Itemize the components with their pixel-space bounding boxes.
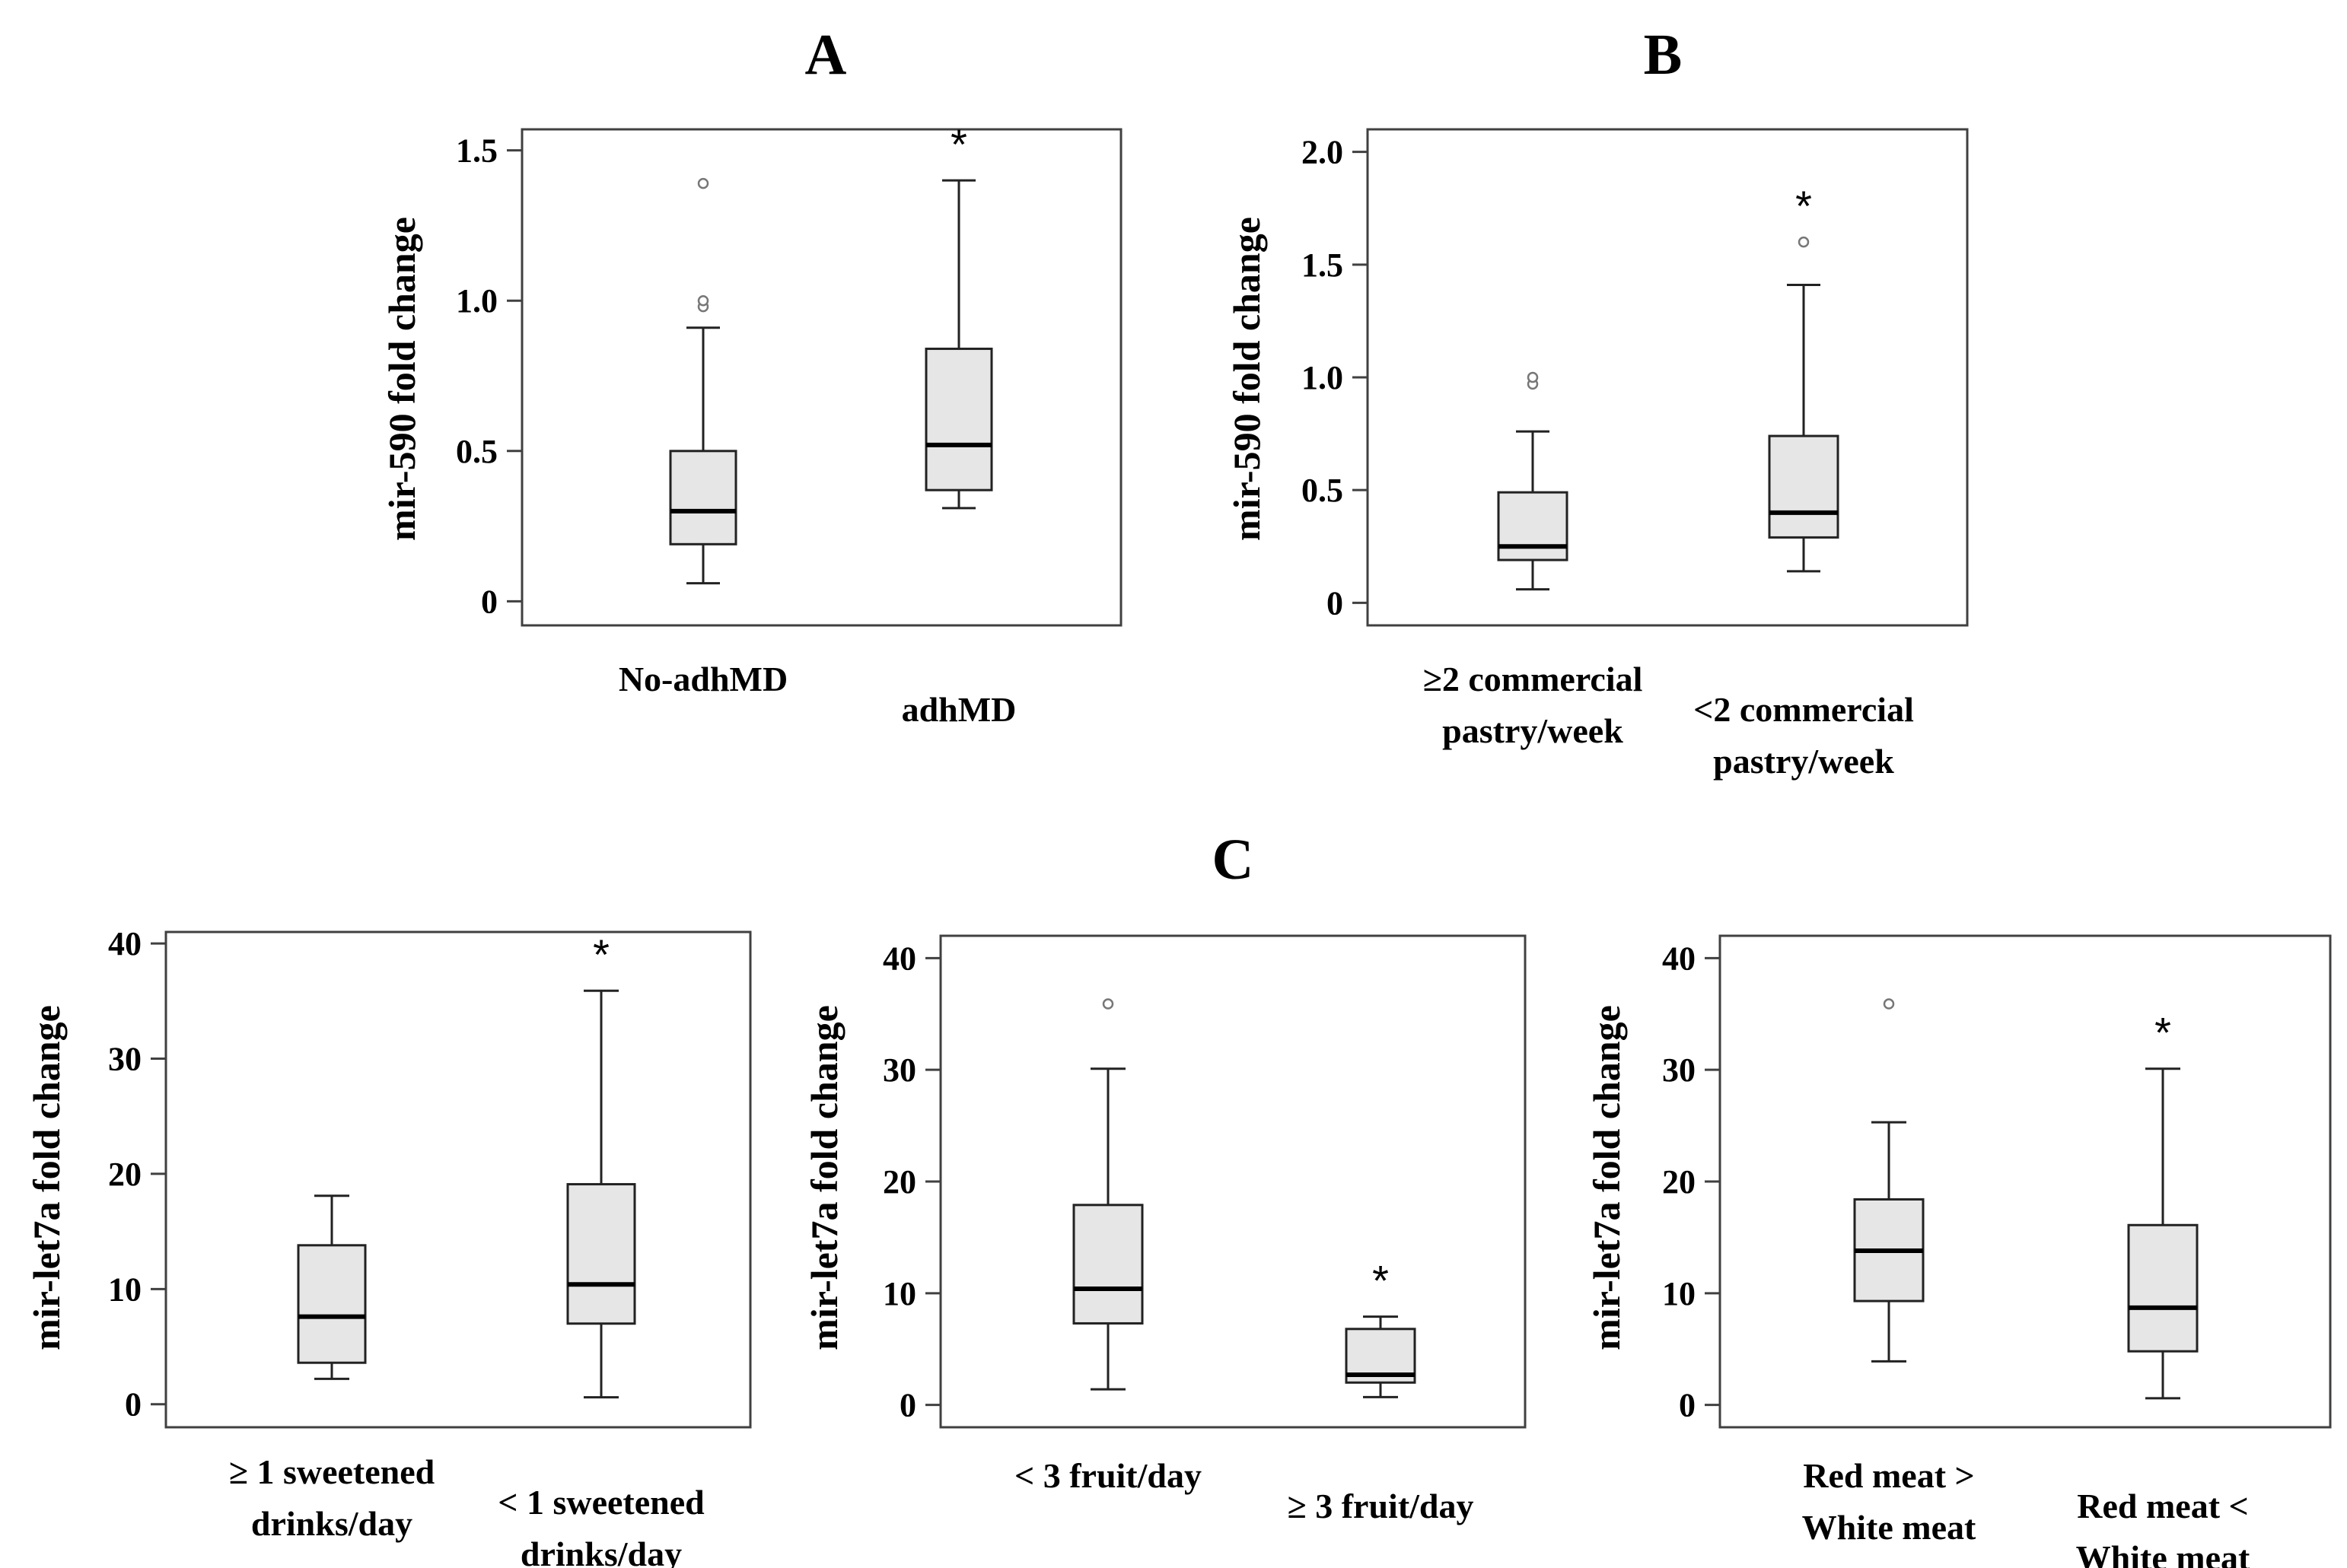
box-group: Red meat > White meat	[1802, 998, 1976, 1547]
category-label: adhMD	[902, 690, 1017, 729]
y-tick-label: 40	[883, 940, 916, 977]
panel-label-b: B	[1644, 23, 1683, 87]
outlier-point	[697, 177, 709, 189]
y-tick-label: 0.5	[1301, 472, 1343, 509]
category-label: White meat	[2076, 1538, 2250, 1568]
y-tick-label: 40	[1662, 940, 1696, 977]
box-iqr	[566, 1183, 636, 1325]
y-tick-label: 10	[108, 1271, 142, 1308]
outlier-point	[1883, 998, 1895, 1010]
y-tick-label: 10	[1662, 1275, 1696, 1312]
category-label: < 1 sweetened	[498, 1483, 705, 1522]
y-axis-label: mir-let7a fold change	[25, 1005, 68, 1350]
box-group: ≥2 commercial pastry/week	[1423, 371, 1643, 750]
y-tick-label: 2.0	[1301, 134, 1343, 171]
box-iqr	[1497, 491, 1568, 561]
y-tick-label: 1.5	[1301, 246, 1343, 284]
y-tick-label: 0	[481, 583, 498, 620]
y-tick-label: 20	[1662, 1163, 1696, 1201]
y-tick-label: 1.5	[456, 132, 498, 170]
y-axis-label: mir-let7a fold change	[1585, 1005, 1628, 1350]
significance-star: *	[593, 930, 610, 978]
plot-frame	[1718, 934, 2332, 1429]
plot-frame	[521, 128, 1123, 627]
chart-C2: 0 10 20 30 40 mir-let7a fold change < 3 fruit/…	[803, 934, 1527, 1525]
significance-star: *	[1795, 182, 1812, 230]
y-axis-label: mir-590 fold change	[1225, 217, 1268, 541]
y-axis-label: mir-590 fold change	[381, 217, 423, 541]
y-tick-label: 0	[125, 1386, 142, 1423]
outlier-point	[1102, 998, 1114, 1010]
y-tick-label: 0.5	[456, 433, 498, 470]
category-label: ≥2 commercial	[1423, 660, 1643, 698]
category-label: Red meat >	[1803, 1456, 1975, 1495]
box-group: * <2 commercial pastry/week	[1693, 182, 1914, 781]
chart-C3: 0 10 20 30 40 mir-let7a fold change Red meat >…	[1585, 934, 2332, 1568]
y-tick-label: 0	[1326, 584, 1343, 622]
y-tick-label: 0	[900, 1387, 916, 1424]
outlier-point	[697, 294, 709, 307]
significance-star: *	[951, 120, 967, 168]
box-iqr	[2127, 1223, 2199, 1353]
box-iqr	[297, 1244, 367, 1364]
box-group: * adhMD	[902, 120, 1017, 729]
y-tick-label: 30	[108, 1041, 142, 1078]
box-iqr	[925, 347, 993, 491]
box-iqr	[1768, 434, 1839, 539]
box-group: No-adhMD	[619, 177, 788, 698]
box-iqr	[669, 450, 737, 545]
chart-A: 0 0.5 1.0 1.5 mir-590 fold change No-adhMD * ad…	[381, 120, 1123, 729]
y-tick-label: 1.0	[456, 282, 498, 320]
box-iqr	[1072, 1204, 1144, 1325]
box-group: * ≥ 3 fruit/day	[1287, 1257, 1473, 1525]
category-label: drinks/day	[251, 1504, 412, 1543]
y-tick-label: 10	[883, 1275, 916, 1312]
box-group: ≥ 1 sweetened drinks/day	[229, 1194, 435, 1543]
category-label: ≥ 3 fruit/day	[1287, 1487, 1473, 1525]
y-tick-label: 0	[1679, 1387, 1696, 1424]
plot-frame	[939, 934, 1527, 1429]
plot-frame	[164, 930, 752, 1429]
panel-label-c: C	[1212, 828, 1254, 892]
y-axis-label: mir-let7a fold change	[803, 1005, 845, 1350]
y-tick-label: 30	[883, 1051, 916, 1089]
box-group: * Red meat < White meat	[2076, 1009, 2250, 1568]
significance-star: *	[2154, 1009, 2171, 1057]
y-tick-label: 20	[883, 1163, 916, 1201]
charts-layer: 0 0.5 1.0 1.5 mir-590 fold change No-adhMD * ad…	[25, 120, 2332, 1568]
category-label: < 3 fruit/day	[1014, 1456, 1202, 1495]
category-label: drinks/day	[521, 1535, 682, 1568]
category-label: Red meat <	[2077, 1487, 2249, 1525]
box-group: < 3 fruit/day	[1014, 998, 1202, 1495]
category-label: ≥ 1 sweetened	[229, 1452, 435, 1491]
box-group: * < 1 sweetened drinks/day	[498, 930, 705, 1568]
y-tick-label: 30	[1662, 1051, 1696, 1089]
category-label: White meat	[1802, 1508, 1976, 1547]
significance-star: *	[1372, 1257, 1389, 1305]
category-label: <2 commercial	[1693, 690, 1914, 729]
category-label: No-adhMD	[619, 660, 788, 698]
plot-frame	[1366, 128, 1969, 627]
chart-C1: 0 10 20 30 40 mir-let7a fold change ≥ 1 sweete…	[25, 925, 752, 1568]
y-tick-label: 40	[108, 925, 142, 962]
panel-label-a: A	[805, 23, 847, 87]
chart-B: 0 0.5 1.0 1.5 2.0 mir-590 fold change ≥2 comme…	[1225, 128, 1969, 781]
outlier-point	[1798, 236, 1810, 248]
y-tick-label: 1.0	[1301, 359, 1343, 396]
category-label: pastry/week	[1442, 711, 1623, 750]
category-label: pastry/week	[1713, 742, 1894, 781]
y-tick-label: 20	[108, 1156, 142, 1193]
outlier-point	[1527, 371, 1539, 383]
